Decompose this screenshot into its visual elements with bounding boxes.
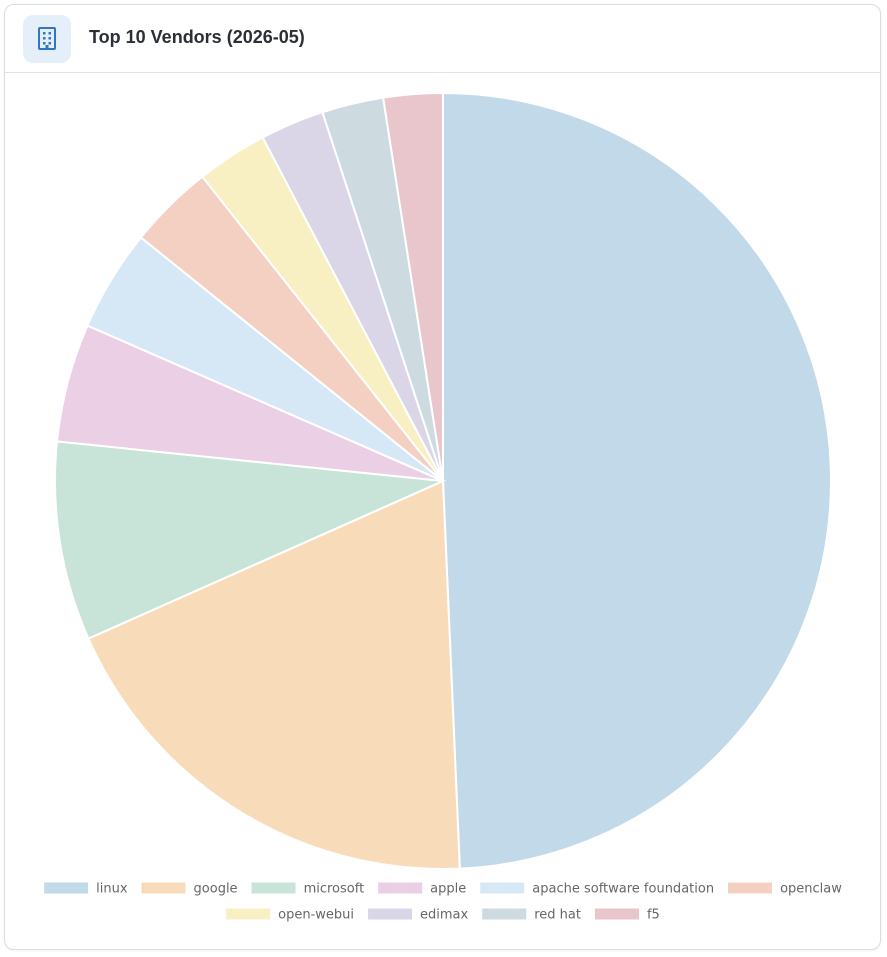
legend-item-f5[interactable]: f5 xyxy=(594,908,660,923)
legend-swatch xyxy=(480,882,525,894)
legend-label: microsoft xyxy=(304,882,365,897)
legend-item-apache-software-foundation[interactable]: apache software foundation xyxy=(480,882,714,897)
legend-label: edimax xyxy=(420,908,468,923)
legend-swatch xyxy=(378,882,423,894)
legend-item-open-webui[interactable]: open-webui xyxy=(226,908,354,923)
legend-swatch xyxy=(44,882,89,894)
legend-label: apache software foundation xyxy=(532,882,714,897)
legend-label: google xyxy=(194,882,238,897)
legend-item-openclaw[interactable]: openclaw xyxy=(728,882,842,897)
legend-label: linux xyxy=(96,882,128,897)
legend-label: openclaw xyxy=(780,882,842,897)
legend-swatch xyxy=(251,882,296,894)
legend-label: f5 xyxy=(647,908,660,923)
pie-slices xyxy=(54,91,832,870)
pie-slice-linux[interactable] xyxy=(442,91,832,870)
legend-swatch xyxy=(728,882,773,894)
pie-slice-f5[interactable] xyxy=(381,91,444,482)
legend-item-microsoft[interactable]: microsoft xyxy=(251,882,365,897)
legend-item-red-hat[interactable]: red hat xyxy=(482,908,581,923)
pie-slice-microsoft[interactable] xyxy=(54,440,447,640)
legend-label: apple xyxy=(430,882,466,897)
legend-swatch xyxy=(594,908,639,920)
card-header: Top 10 Vendors (2026-05) xyxy=(5,5,880,73)
legend-swatch xyxy=(141,882,186,894)
chart-title: Top 10 Vendors (2026-05) xyxy=(89,27,305,47)
legend-item-google[interactable]: google xyxy=(141,882,238,897)
legend-swatch xyxy=(482,908,527,920)
legend-swatch xyxy=(368,908,413,920)
legend-swatch xyxy=(226,908,271,920)
building-icon xyxy=(23,15,71,63)
chart-legend: linux google microsoft apple apache software… xyxy=(44,882,842,923)
legend-item-linux[interactable]: linux xyxy=(44,882,128,897)
legend-item-edimax[interactable]: edimax xyxy=(368,908,469,923)
legend-label: open-webui xyxy=(278,908,354,923)
legend-item-apple[interactable]: apple xyxy=(378,882,466,897)
legend-label: red hat xyxy=(534,908,581,923)
pie-slice-google[interactable] xyxy=(87,479,461,870)
